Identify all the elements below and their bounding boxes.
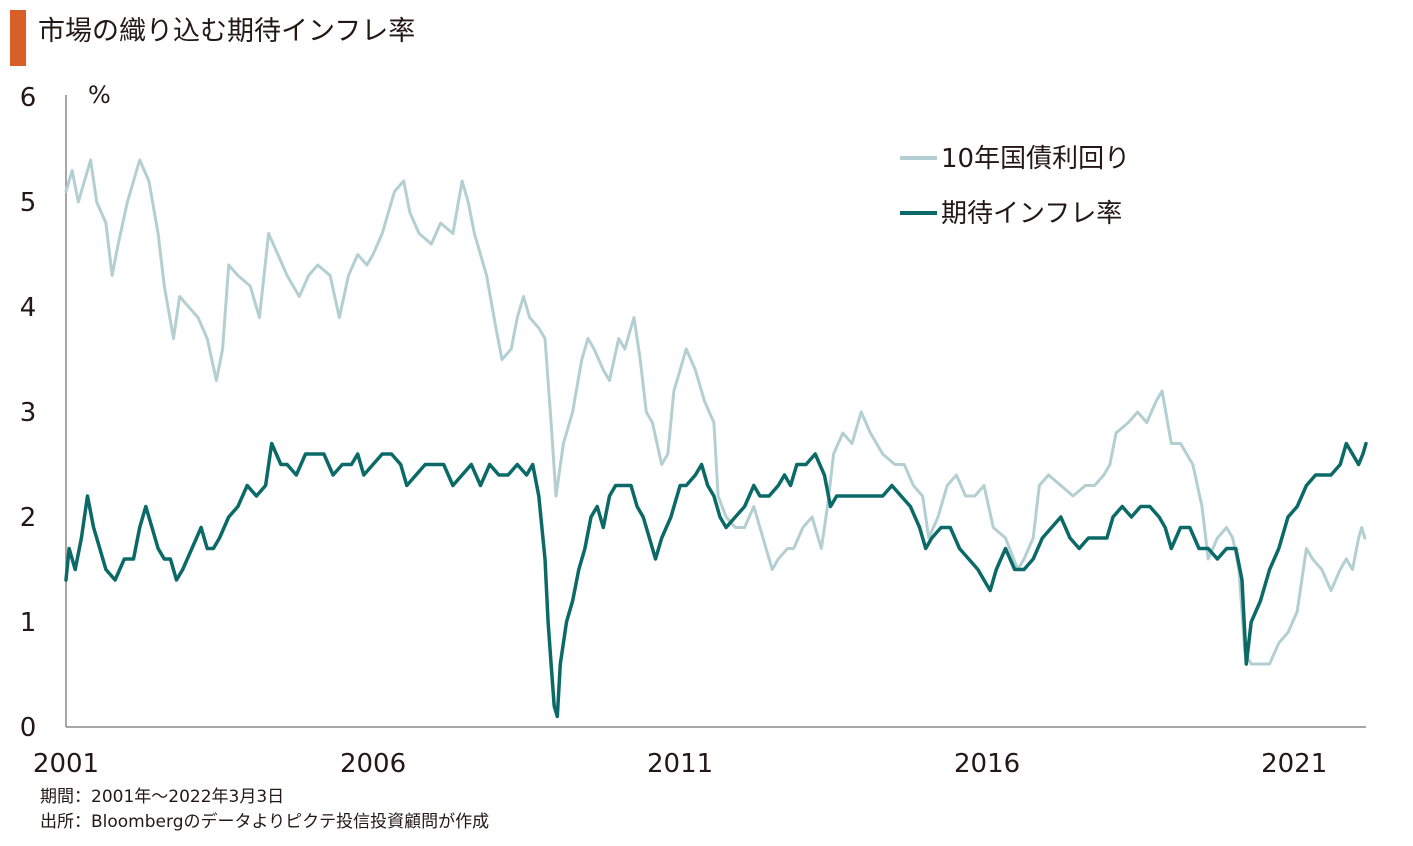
x-tick-label: 2021 (1261, 749, 1327, 779)
x-tick-label: 2001 (33, 749, 99, 779)
y-tick-label: 6 (20, 83, 37, 113)
title-accent-bar (10, 10, 26, 66)
y-tick-label: 5 (20, 188, 37, 218)
source-note: 出所：Bloombergのデータよりピクテ投信投資顧問が作成 (40, 812, 490, 832)
chart-title: 市場の織り込む期待インフレ率 (38, 16, 416, 47)
series-line-inflation-expectation (64, 441, 1368, 719)
x-tick-label: 2011 (647, 749, 713, 779)
period-note: 期間：2001年～2022年3月3日 (40, 787, 285, 807)
y-tick-label: 4 (20, 293, 37, 323)
y-tick-label: 1 (20, 608, 37, 638)
legend-label: 期待インフレ率 (941, 199, 1122, 229)
y-tick-label: 2 (20, 503, 37, 533)
legend-label: 10年国債利回り (941, 144, 1130, 174)
series-line-10y-yield (64, 158, 1367, 666)
y-tick-label: 3 (20, 398, 37, 428)
y-tick-label: 0 (20, 713, 37, 743)
y-axis-unit: % (88, 81, 111, 109)
x-tick-label: 2006 (340, 749, 406, 779)
x-tick-label: 2016 (954, 749, 1020, 779)
